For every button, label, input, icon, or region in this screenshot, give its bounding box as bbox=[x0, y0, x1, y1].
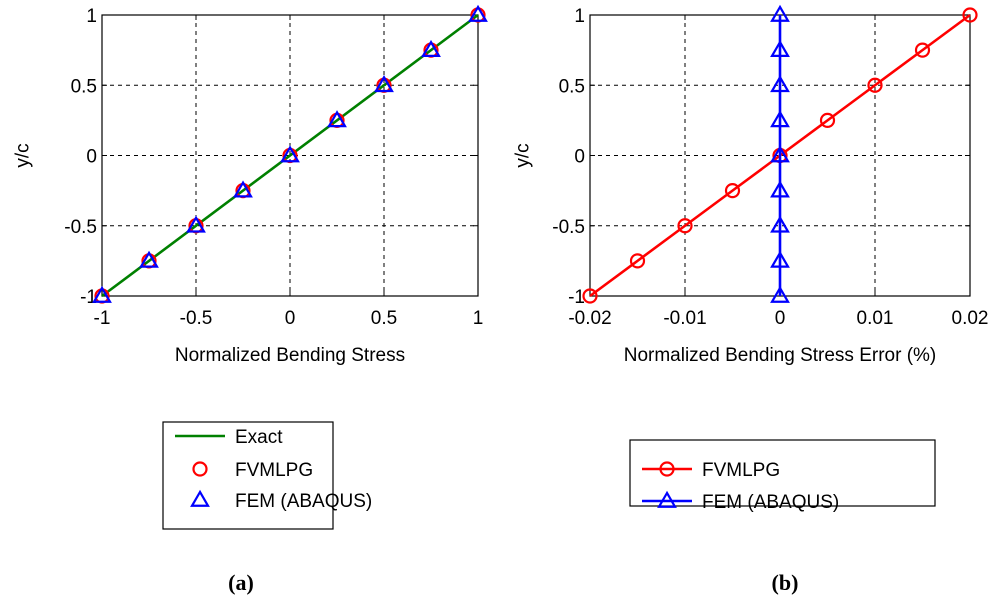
legend-marker bbox=[657, 490, 677, 508]
y-tick-label: 0.5 bbox=[559, 76, 585, 97]
data-point bbox=[770, 110, 790, 128]
data-point bbox=[677, 218, 693, 234]
y-tick-label: 0 bbox=[86, 147, 97, 168]
y-axis-label: y/c bbox=[513, 143, 534, 167]
y-tick-label: 1 bbox=[574, 6, 585, 27]
legend-label: Exact bbox=[235, 427, 283, 448]
x-axis-label: Normalized Bending Stress bbox=[175, 345, 405, 366]
x-tick-label: 0 bbox=[775, 308, 786, 329]
data-point bbox=[770, 250, 790, 268]
legend-item: FVMLPG bbox=[642, 460, 780, 481]
data-point bbox=[819, 112, 836, 128]
legend-label: FVMLPG bbox=[702, 460, 780, 481]
legend-item: FVMLPG bbox=[192, 460, 313, 481]
legend-item: Exact bbox=[175, 427, 283, 448]
data-point bbox=[139, 250, 159, 268]
x-tick-label: 1 bbox=[473, 308, 484, 329]
panel-a: -1 -0.5 0 0.5 1 -1 -0.5 0 0.5 1 Normalized Bending… bbox=[13, 4, 488, 595]
legend-box bbox=[629, 439, 936, 507]
data-point bbox=[770, 145, 790, 163]
legend-label: FEM (ABAQUS) bbox=[235, 491, 372, 512]
legend-item: FEM (ABAQUS) bbox=[190, 489, 372, 512]
legend-box bbox=[162, 421, 334, 530]
y-tick-label: -1 bbox=[80, 287, 97, 308]
legend-marker bbox=[190, 489, 210, 507]
series-fem-abaqus bbox=[770, 4, 790, 303]
data-point bbox=[914, 42, 931, 58]
series-line bbox=[101, 13, 479, 298]
data-point bbox=[629, 253, 646, 269]
y-axis-label: y/c bbox=[13, 143, 34, 167]
legend-label: FEM (ABAQUS) bbox=[702, 492, 839, 513]
x-axis-label: Normalized Bending Stress Error (%) bbox=[624, 345, 937, 366]
y-tick-label: 0.5 bbox=[71, 76, 97, 97]
data-point bbox=[421, 39, 441, 57]
series-fem-abaqus bbox=[92, 4, 488, 303]
data-point bbox=[92, 285, 112, 303]
x-tick-label: -1 bbox=[94, 308, 111, 329]
data-point bbox=[233, 180, 253, 198]
data-point bbox=[770, 285, 790, 303]
legend: Exact FVMLPG FEM (ABAQUS) bbox=[162, 421, 372, 530]
data-point bbox=[770, 75, 790, 93]
data-point bbox=[770, 39, 790, 57]
data-point bbox=[582, 288, 598, 304]
data-point bbox=[962, 7, 978, 23]
data-point bbox=[327, 110, 347, 128]
x-tick-label: -0.5 bbox=[180, 308, 213, 329]
data-point bbox=[867, 77, 883, 93]
data-point bbox=[770, 215, 790, 233]
y-tick-label: 0 bbox=[574, 147, 585, 168]
x-tick-label: 0.5 bbox=[371, 308, 397, 329]
panel-caption: (a) bbox=[228, 570, 254, 595]
legend-item: FEM (ABAQUS) bbox=[642, 490, 839, 513]
series-exact bbox=[101, 13, 479, 298]
data-point bbox=[770, 180, 790, 198]
y-tick-label: -0.5 bbox=[64, 217, 97, 238]
y-tick-label: 1 bbox=[86, 6, 97, 27]
panel-b: -0.02 -0.01 0 0.01 0.02 -1 -0.5 0 0.5 1 Normalized… bbox=[513, 4, 989, 595]
legend: FVMLPG FEM (ABAQUS) bbox=[629, 439, 936, 513]
legend-label: FVMLPG bbox=[235, 460, 313, 481]
data-point bbox=[280, 145, 300, 163]
x-tick-label: 0.01 bbox=[857, 308, 894, 329]
data-point bbox=[724, 183, 741, 199]
panel-caption: (b) bbox=[772, 570, 799, 595]
data-point bbox=[186, 215, 206, 233]
x-tick-label: 0.02 bbox=[952, 308, 989, 329]
y-tick-label: -1 bbox=[568, 287, 585, 308]
x-tick-label: 0 bbox=[285, 308, 296, 329]
y-tick-label: -0.5 bbox=[552, 217, 585, 238]
data-point bbox=[770, 4, 790, 22]
x-tick-label: -0.01 bbox=[663, 308, 706, 329]
data-point bbox=[468, 4, 488, 22]
data-point bbox=[374, 75, 394, 93]
legend-marker bbox=[192, 461, 208, 477]
x-tick-label: -0.02 bbox=[568, 308, 611, 329]
legend-marker bbox=[659, 461, 675, 477]
